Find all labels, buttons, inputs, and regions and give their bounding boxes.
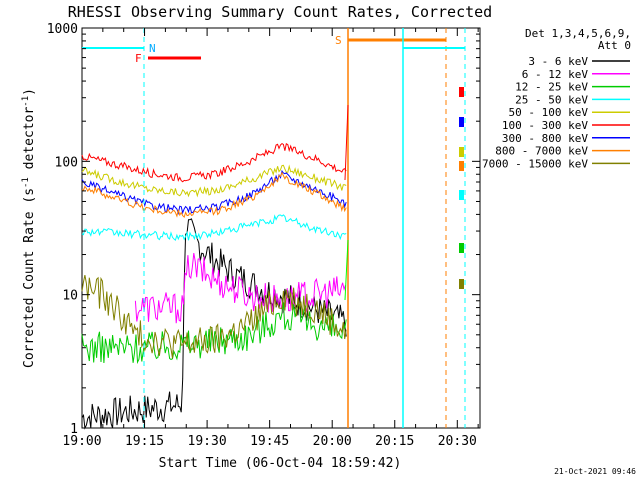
x-tick-label: 20:00: [313, 434, 352, 449]
series-line-7: [81, 171, 347, 219]
legend-header-line: Att 0: [598, 39, 631, 52]
series-line-2: [81, 302, 347, 365]
night-flag-label: N: [149, 42, 156, 55]
y-label-mid: detector: [22, 107, 37, 178]
x-tick-label: 20:30: [438, 434, 477, 449]
legend-label-4: 50 - 100 keV: [509, 106, 589, 119]
series-line-4: [81, 164, 347, 198]
legend-label-3: 25 - 50 keV: [515, 93, 588, 106]
x-tick-label: 20:15: [375, 434, 414, 449]
axes-layer: 1 10 100 1000 19:00 19:15 19:30 19:45 20:00 20:15…: [47, 22, 480, 449]
series-line-8: [81, 274, 347, 359]
series-line-1: [134, 253, 346, 324]
x-axis-label: Start Time (06-Oct-04 18:59:42): [159, 456, 402, 471]
post-gap-mark-2: [459, 147, 464, 157]
legend-label-7: 800 - 7000 keV: [495, 145, 588, 158]
post-gap-mark-3: [459, 161, 464, 171]
legend-label-6: 300 - 800 keV: [502, 132, 588, 145]
y-tick-label: 10: [62, 289, 78, 304]
legend-header-line: Det 1,3,4,5,6,9,: [525, 27, 631, 40]
timestamp: 21-Oct-2021 09:46: [554, 467, 636, 476]
post-gap-mark-1: [459, 117, 464, 127]
y-label-sup2: -1: [21, 96, 31, 107]
post-gap-mark-4: [459, 190, 464, 200]
plot-frame: [81, 27, 481, 429]
legend-label-1: 6 - 12 keV: [522, 68, 589, 81]
y-tick-label: 100: [55, 155, 78, 170]
post-gap-mark-6: [459, 243, 464, 253]
legend-label-5: 100 - 300 keV: [502, 119, 588, 132]
x-tick-label: 19:00: [62, 434, 101, 449]
chart-title: RHESSI Observing Summary Count Rates, Co…: [68, 3, 492, 21]
y-tick-label: 1: [70, 422, 78, 437]
series-line-5: [81, 142, 347, 183]
y-tick-label: 1000: [47, 22, 78, 37]
saa-flag-label: S: [335, 34, 342, 47]
legend-label-8: 7000 - 15000 keV: [482, 157, 588, 170]
flare-flag-label: F: [135, 52, 142, 65]
x-tick-label: 19:45: [250, 434, 289, 449]
x-tick-label: 19:30: [188, 434, 227, 449]
post-gap-mark-0: [459, 87, 464, 97]
rise-green: [344, 239, 349, 301]
y-label-main: Corrected Count Rate (s: [22, 188, 37, 368]
x-tick-label: 19:15: [125, 434, 164, 449]
y-label-end: ): [22, 88, 37, 96]
legend-label-2: 12 - 25 keV: [515, 81, 588, 94]
legend-label-0: 3 - 6 keV: [528, 55, 588, 68]
series-layer: [81, 142, 347, 430]
y-label-sup1: -1: [21, 177, 31, 188]
series-line-3: [81, 214, 347, 241]
y-axis-label: Corrected Count Rate (s-1 detector-1): [21, 88, 37, 368]
post-gap-mark-5: [459, 279, 464, 289]
overlay-layer: NF S: [82, 28, 466, 428]
rise-red: [344, 104, 349, 181]
